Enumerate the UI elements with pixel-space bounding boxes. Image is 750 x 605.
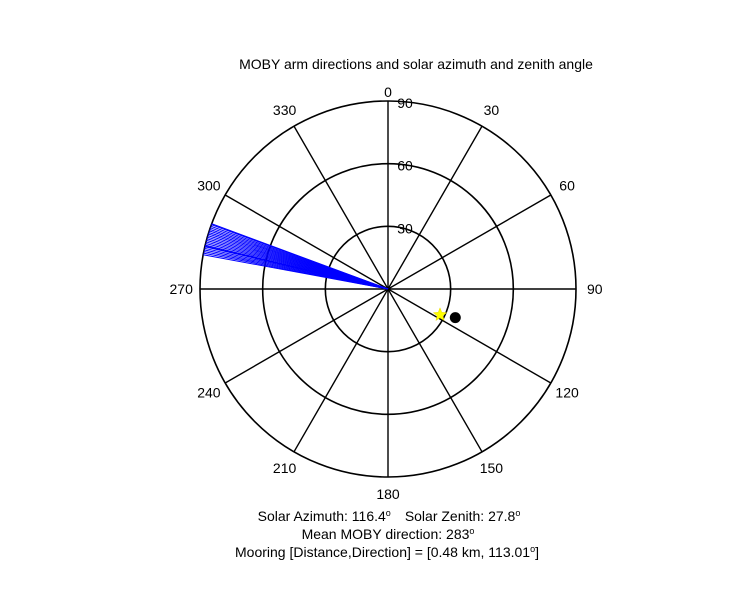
mean-moby-direction-text: Mean MOBY direction: 283	[302, 526, 470, 542]
radial-tick-label-90: 90	[397, 95, 413, 111]
angle-tick-label-180: 180	[376, 486, 400, 502]
arm-direction-line-21	[211, 223, 389, 290]
angle-tick-label-120: 120	[555, 384, 579, 400]
caption-line-3: Mooring [Distance,Direction] = [0.48 km,…	[235, 544, 539, 560]
angle-tick-label-150: 150	[480, 460, 504, 476]
angle-tick-label-0: 0	[384, 84, 392, 100]
degree-mark: o	[530, 544, 535, 554]
moby-arm-directions	[203, 223, 389, 290]
chart-title: MOBY arm directions and solar azimuth an…	[239, 56, 593, 72]
solar-azimuth-text: Solar Azimuth: 116.4	[258, 508, 386, 524]
angle-tick-label-60: 60	[559, 178, 575, 194]
angle-tick-label-270: 270	[170, 281, 194, 297]
mooring-text-end: ]	[535, 544, 539, 560]
degree-mark: o	[515, 508, 520, 518]
angle-tick-label-300: 300	[197, 178, 221, 194]
radial-tick-label-60: 60	[397, 158, 413, 174]
angle-tick-label-210: 210	[273, 460, 297, 476]
sun-marker	[432, 307, 448, 322]
degree-mark: o	[386, 508, 391, 518]
angle-tick-label-90: 90	[587, 281, 603, 297]
mooring-text: Mooring [Distance,Direction] = [0.48 km,…	[235, 544, 530, 560]
radial-tick-label-30: 30	[397, 220, 413, 236]
angle-tick-label-30: 30	[484, 102, 500, 118]
angle-tick-label-240: 240	[197, 384, 221, 400]
caption-line-1: Solar Azimuth: 116.4o Solar Zenith: 27.8o	[258, 508, 521, 524]
angle-tick-labels: 0 30 60 90 120 150 180 210 240 270 300 330	[170, 84, 603, 502]
radial-tick-labels: 30 60 90	[397, 95, 413, 236]
markers	[432, 307, 461, 324]
angle-tick-label-330: 330	[273, 102, 297, 118]
solar-zenith-text: Solar Zenith: 27.8	[405, 508, 516, 524]
degree-mark: o	[469, 526, 474, 536]
caption-line-2: Mean MOBY direction: 283o	[302, 526, 475, 542]
mooring-marker	[449, 312, 461, 324]
